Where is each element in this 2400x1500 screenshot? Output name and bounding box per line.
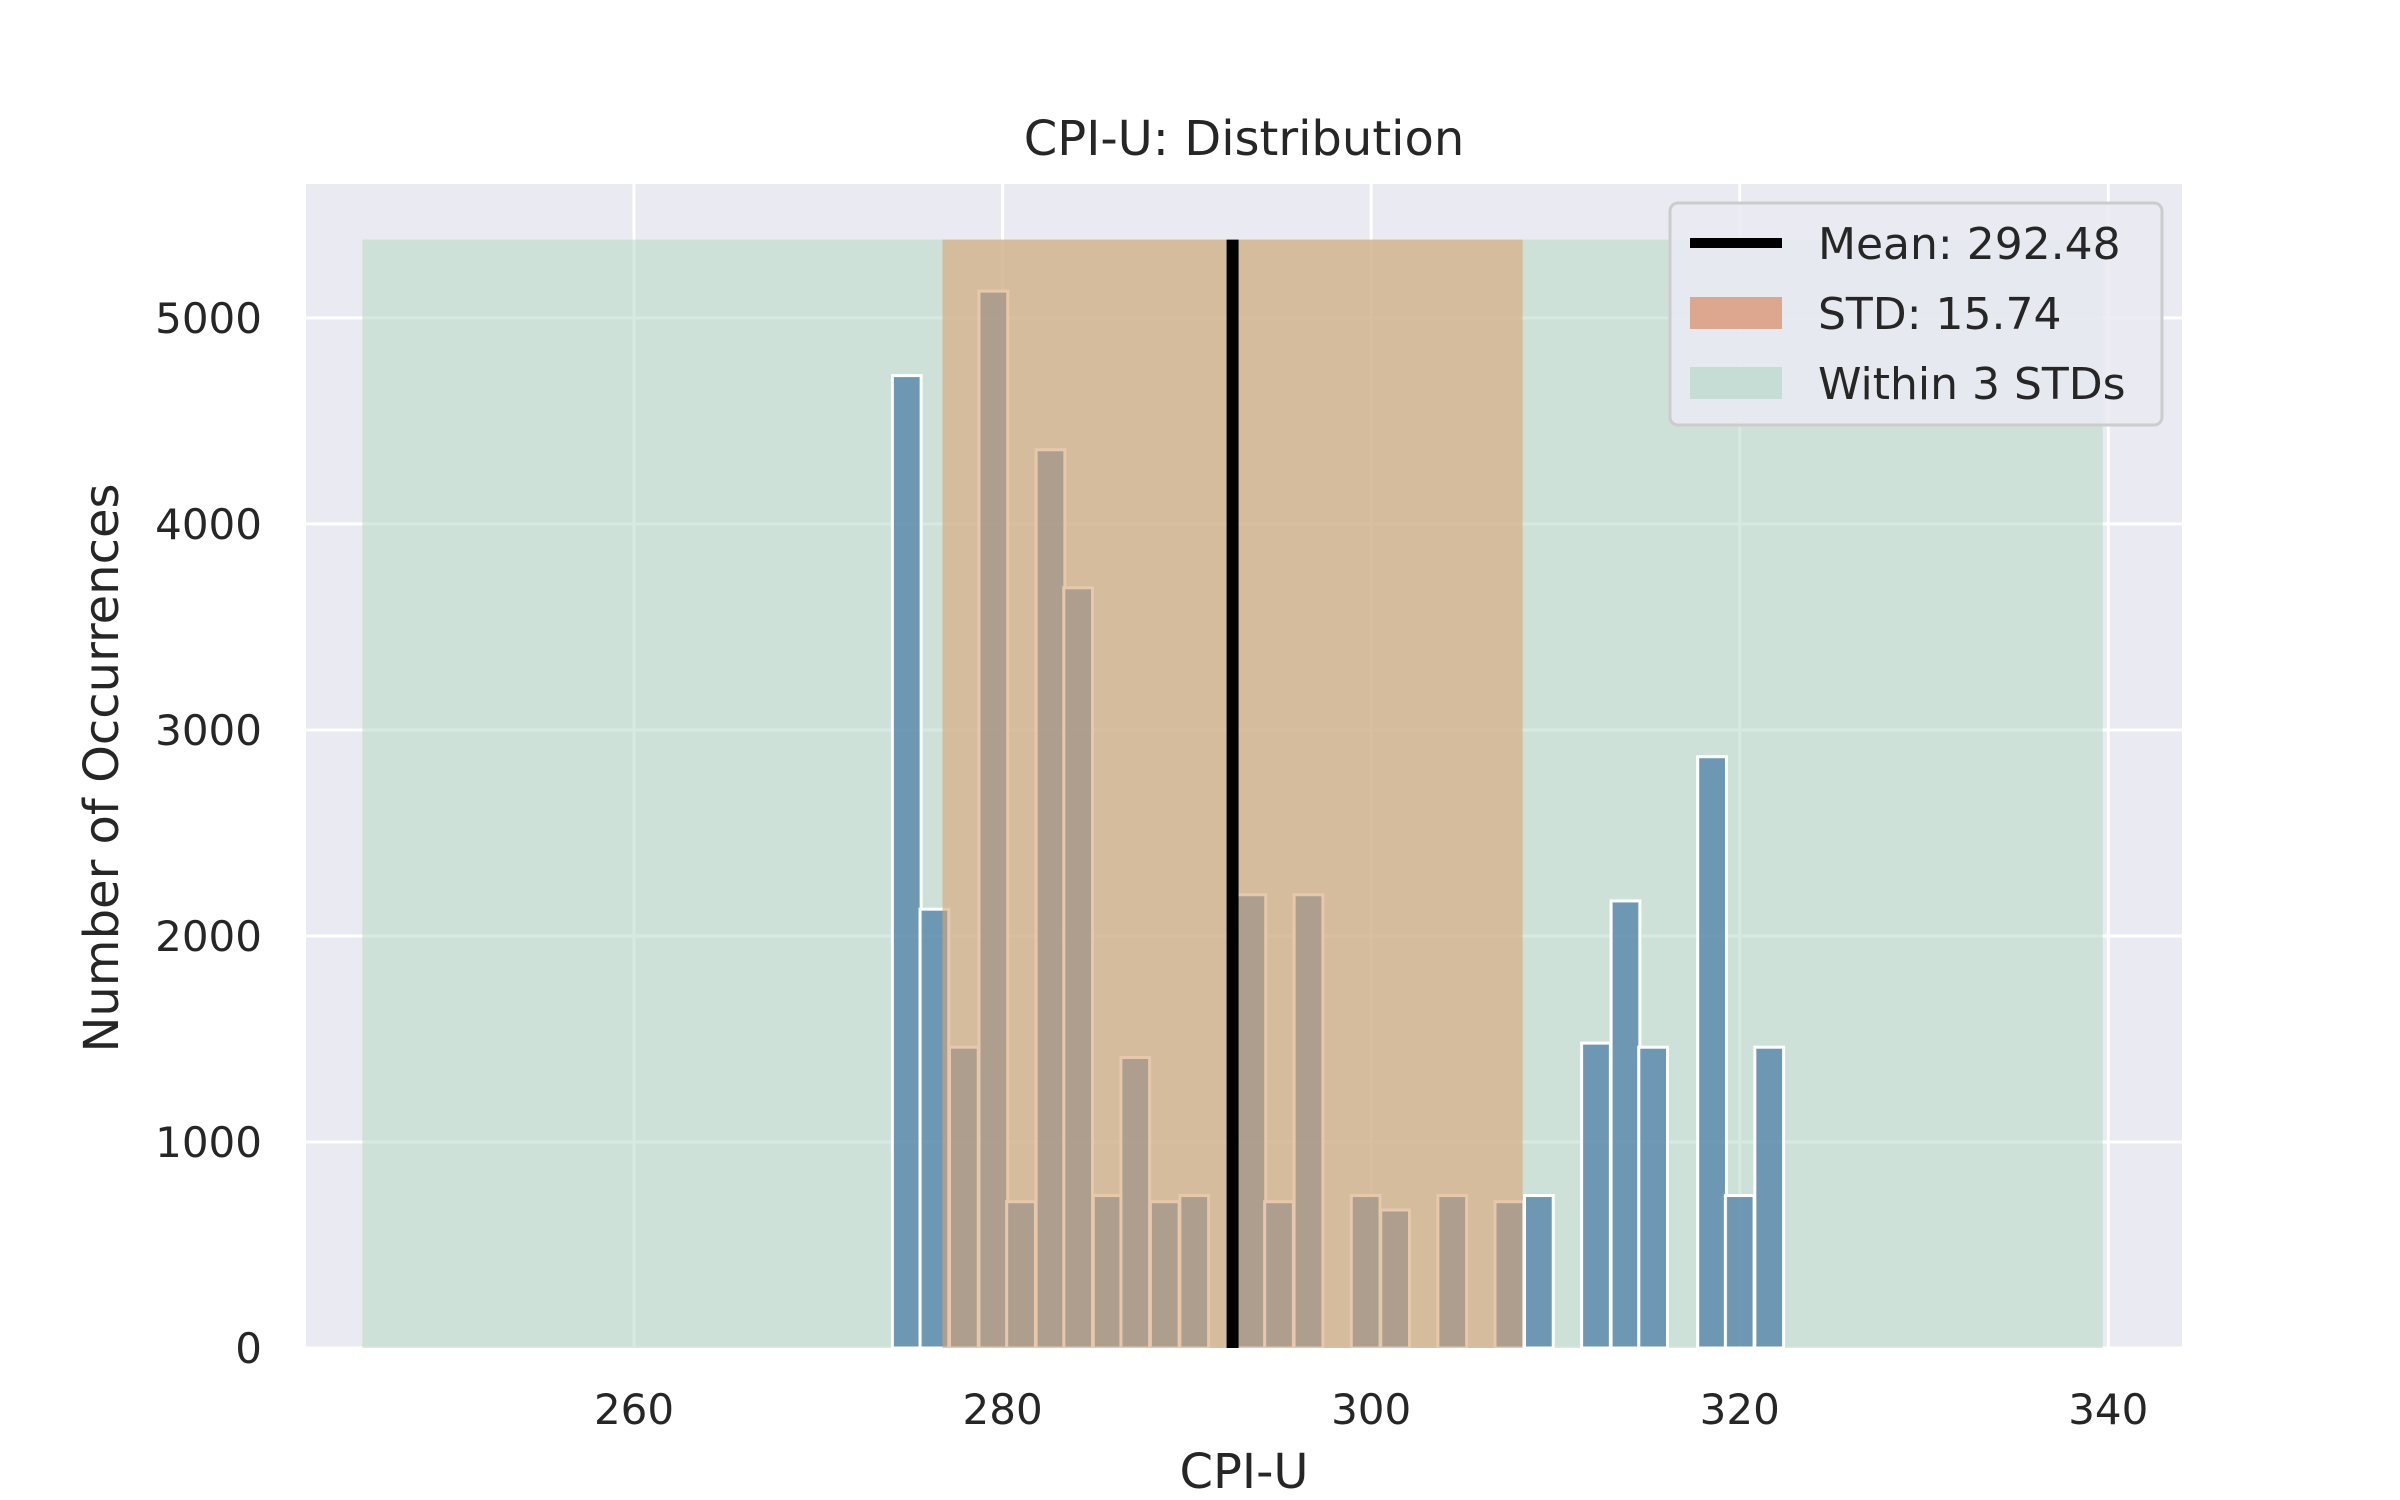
- legend-label: STD: 15.74: [1818, 289, 2061, 340]
- y-tick-label: 2000: [155, 912, 262, 961]
- legend-label: Mean: 292.48: [1818, 219, 2121, 270]
- legend: Mean: 292.48 STD: 15.74 Within 3 STDs: [1668, 201, 2164, 427]
- chart-title: CPI-U: Distribution: [1024, 111, 1465, 167]
- legend-frame: [1668, 201, 2164, 427]
- legend-swatch: [1690, 367, 1782, 399]
- histogram-bar: [1723, 1194, 1756, 1350]
- y-tick-label: 4000: [155, 500, 262, 549]
- x-tick-label: 340: [2068, 1385, 2148, 1434]
- y-tick-label: 5000: [155, 294, 262, 343]
- legend-label: Within 3 STDs: [1818, 359, 2126, 410]
- x-tick-label: 280: [963, 1385, 1043, 1434]
- histogram-bar: [1696, 755, 1728, 1350]
- y-axis-label: Number of Occurrences: [74, 483, 130, 1052]
- histogram-bar: [1753, 1045, 1786, 1350]
- x-axis-label: CPI-U: [1179, 1444, 1308, 1500]
- histogram-bar: [1637, 1045, 1669, 1350]
- y-tick-label: 3000: [155, 706, 262, 755]
- legend-swatch: [1690, 297, 1782, 329]
- histogram-bar: [1522, 1194, 1555, 1350]
- x-tick-label: 260: [594, 1385, 674, 1434]
- y-tick-label: 1000: [155, 1118, 262, 1167]
- histogram-bar: [1609, 899, 1642, 1350]
- x-tick-label: 300: [1331, 1385, 1411, 1434]
- histogram-bar: [1580, 1041, 1612, 1350]
- y-tick-label: 0: [235, 1324, 262, 1373]
- x-tick-label: 320: [1700, 1385, 1780, 1434]
- histogram-bar: [890, 374, 923, 1350]
